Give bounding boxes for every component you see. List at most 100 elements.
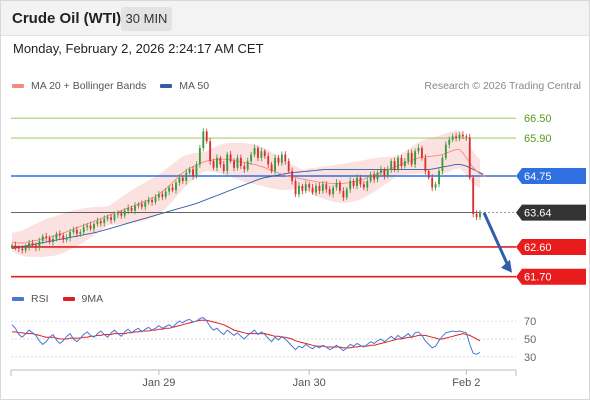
candle-body bbox=[198, 147, 201, 165]
candle-body bbox=[246, 161, 249, 170]
candle-body bbox=[168, 187, 171, 192]
candle-body bbox=[31, 243, 34, 246]
candle-body bbox=[284, 154, 287, 162]
rsi-legend-swatch bbox=[12, 297, 24, 301]
ma20-legend-swatch bbox=[12, 84, 24, 88]
candle-body bbox=[257, 147, 259, 158]
rsi-9ma-line bbox=[12, 319, 481, 349]
candle-body bbox=[472, 177, 475, 214]
candle-body bbox=[41, 236, 44, 242]
candle-body bbox=[52, 238, 54, 243]
candle-body bbox=[383, 169, 386, 176]
candle-body bbox=[441, 157, 444, 172]
candle-body bbox=[253, 147, 256, 155]
candle-body bbox=[339, 182, 341, 191]
candle-body bbox=[380, 169, 382, 173]
level-label-64.75: 64.75 bbox=[524, 171, 552, 183]
candle-body bbox=[376, 172, 379, 180]
candle-body bbox=[34, 245, 37, 248]
rsi-legend: RSI 9MA bbox=[12, 293, 103, 305]
candle-body bbox=[103, 218, 106, 224]
candle-body bbox=[335, 182, 338, 188]
candle-body bbox=[120, 213, 123, 216]
candle-body bbox=[332, 187, 335, 195]
candle-body bbox=[243, 166, 246, 170]
candle-body bbox=[82, 227, 85, 233]
candle-body bbox=[123, 210, 126, 216]
candle-body bbox=[298, 185, 300, 195]
candle-body bbox=[366, 180, 369, 188]
candle-body bbox=[304, 184, 307, 191]
candle-body bbox=[434, 184, 437, 188]
candle-body bbox=[410, 152, 413, 165]
candle-body bbox=[448, 139, 451, 145]
candle-body bbox=[458, 134, 461, 139]
candle-body bbox=[400, 157, 403, 167]
candle-body bbox=[352, 180, 355, 186]
candle-body bbox=[134, 205, 136, 211]
candle-body bbox=[21, 248, 24, 251]
level-tag-62.60 bbox=[516, 238, 586, 255]
candle-body bbox=[222, 164, 225, 172]
candle-body bbox=[451, 136, 454, 140]
candle-body bbox=[17, 247, 20, 249]
ma20-line bbox=[11, 149, 487, 244]
candle-body bbox=[345, 189, 348, 198]
candle-body bbox=[260, 151, 263, 158]
candle-body bbox=[431, 177, 434, 188]
ma50-line bbox=[11, 163, 484, 250]
rsi-legend-label: RSI bbox=[31, 293, 49, 305]
candle-body bbox=[216, 157, 218, 168]
candle-body bbox=[308, 184, 311, 188]
candle-body bbox=[393, 161, 396, 170]
candle-body bbox=[69, 232, 72, 238]
candle-body bbox=[181, 177, 184, 181]
rsi-tick-30: 30 bbox=[524, 352, 536, 364]
candle-body bbox=[48, 237, 51, 243]
candle-body bbox=[465, 136, 468, 138]
candle-body bbox=[318, 185, 321, 191]
candle-body bbox=[151, 200, 153, 203]
candle-body bbox=[455, 136, 458, 139]
candle-body bbox=[236, 157, 239, 168]
candle-body bbox=[359, 177, 362, 185]
instrument-title: Crude Oil (WTI) bbox=[12, 10, 122, 27]
candle-body bbox=[161, 194, 164, 197]
main-legend: MA 20 + Bollinger Bands MA 50 bbox=[12, 80, 209, 92]
time-tick-label: Jan 30 bbox=[293, 377, 326, 389]
level-label-63.64: 63.64 bbox=[524, 208, 552, 220]
candle-body bbox=[325, 184, 328, 190]
timeframe-button[interactable]: 30 MIN bbox=[121, 7, 172, 31]
candle-body bbox=[250, 154, 253, 162]
candle-body bbox=[24, 246, 27, 251]
research-credit: Research © 2026 Trading Central bbox=[424, 80, 581, 92]
candle-body bbox=[28, 243, 31, 247]
candle-body bbox=[280, 154, 283, 163]
candle-body bbox=[274, 157, 276, 172]
candle-body bbox=[356, 177, 358, 186]
candle-body bbox=[321, 184, 324, 191]
candle-body bbox=[233, 161, 235, 168]
candle-body bbox=[475, 213, 478, 218]
candle-body bbox=[403, 161, 406, 167]
time-tick-label: Jan 29 bbox=[142, 377, 175, 389]
candle-body bbox=[239, 157, 242, 167]
candle-body bbox=[301, 185, 304, 191]
time-tick-label: Feb 2 bbox=[452, 377, 480, 389]
candle-body bbox=[75, 229, 78, 234]
level-label-65.90: 65.90 bbox=[524, 133, 552, 145]
level-tag-63.64 bbox=[516, 204, 586, 221]
candle-body bbox=[202, 131, 205, 148]
candle-body bbox=[192, 169, 194, 176]
candle-body bbox=[373, 174, 376, 180]
candle-body bbox=[38, 241, 41, 248]
ma20-legend-label: MA 20 + Bollinger Bands bbox=[31, 80, 147, 92]
candle-body bbox=[311, 187, 314, 193]
candle-body bbox=[424, 157, 427, 172]
candle-body bbox=[438, 171, 440, 185]
timestamp: Monday, February 2, 2026 2:24:17 AM CET bbox=[13, 41, 264, 56]
candle-body bbox=[188, 169, 191, 173]
rsi-tick-50: 50 bbox=[524, 334, 536, 346]
candle-body bbox=[390, 161, 393, 170]
